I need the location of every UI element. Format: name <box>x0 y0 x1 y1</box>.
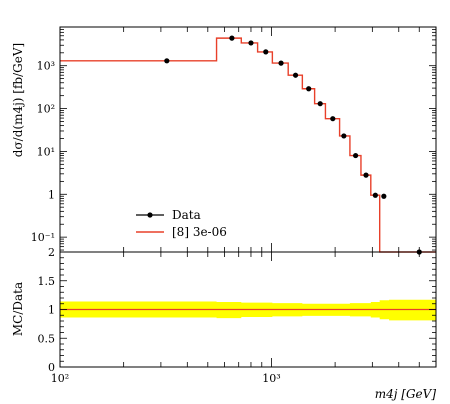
legend-data-marker <box>147 212 153 218</box>
data-point-8 <box>330 116 336 122</box>
main-ytick-label: 1 <box>48 188 55 201</box>
ratio-panel: 10² 10³ 0 0.5 1 1.5 2 <box>38 246 437 385</box>
ratio-ytick-label: 1.5 <box>38 275 56 288</box>
data-point-0 <box>164 58 170 64</box>
data-point-1 <box>229 35 235 41</box>
main-ytick-label: 10¹ <box>37 145 55 158</box>
main-ytick-label: 10⁻¹ <box>31 231 55 244</box>
data-point-7 <box>317 101 323 107</box>
ratio-ytick-label: 2 <box>48 246 55 259</box>
x-axis-label: m4j [GeV] <box>375 387 437 401</box>
ratio-ytick-label: 1 <box>48 304 55 317</box>
main-panel: 10⁻¹ 1 10¹ 10² 10³ Data [8] 3e-06 <box>31 26 437 255</box>
main-y-axis-label: dσ/d(m4j) [fb/GeV] <box>11 43 25 157</box>
data-point-12 <box>372 192 378 198</box>
legend-entry-data: Data <box>172 208 201 222</box>
legend: Data [8] 3e-06 <box>136 208 227 239</box>
data-point-5 <box>292 72 299 78</box>
histogram-step-line <box>60 37 436 253</box>
data-point-10 <box>353 152 359 159</box>
legend-entry-mc: [8] 3e-06 <box>172 225 227 239</box>
main-ytick-label: 10² <box>37 103 55 116</box>
data-point-6 <box>306 86 312 92</box>
ratio-xtick-label: 10³ <box>262 372 280 385</box>
ratio-ytick-label: 0.5 <box>38 332 56 345</box>
ratio-ytick-label: 0 <box>48 361 55 374</box>
ratio-xtick-label: 10² <box>51 372 69 385</box>
data-point-11 <box>363 172 369 178</box>
data-point-2 <box>248 40 254 46</box>
main-ytick-label: 10³ <box>37 60 55 73</box>
data-point-4 <box>278 60 284 66</box>
data-point-13 <box>381 193 387 199</box>
data-point-3 <box>263 49 269 55</box>
ratio-y-axis-label: MC/Data <box>11 282 25 336</box>
data-point-9 <box>341 133 347 139</box>
